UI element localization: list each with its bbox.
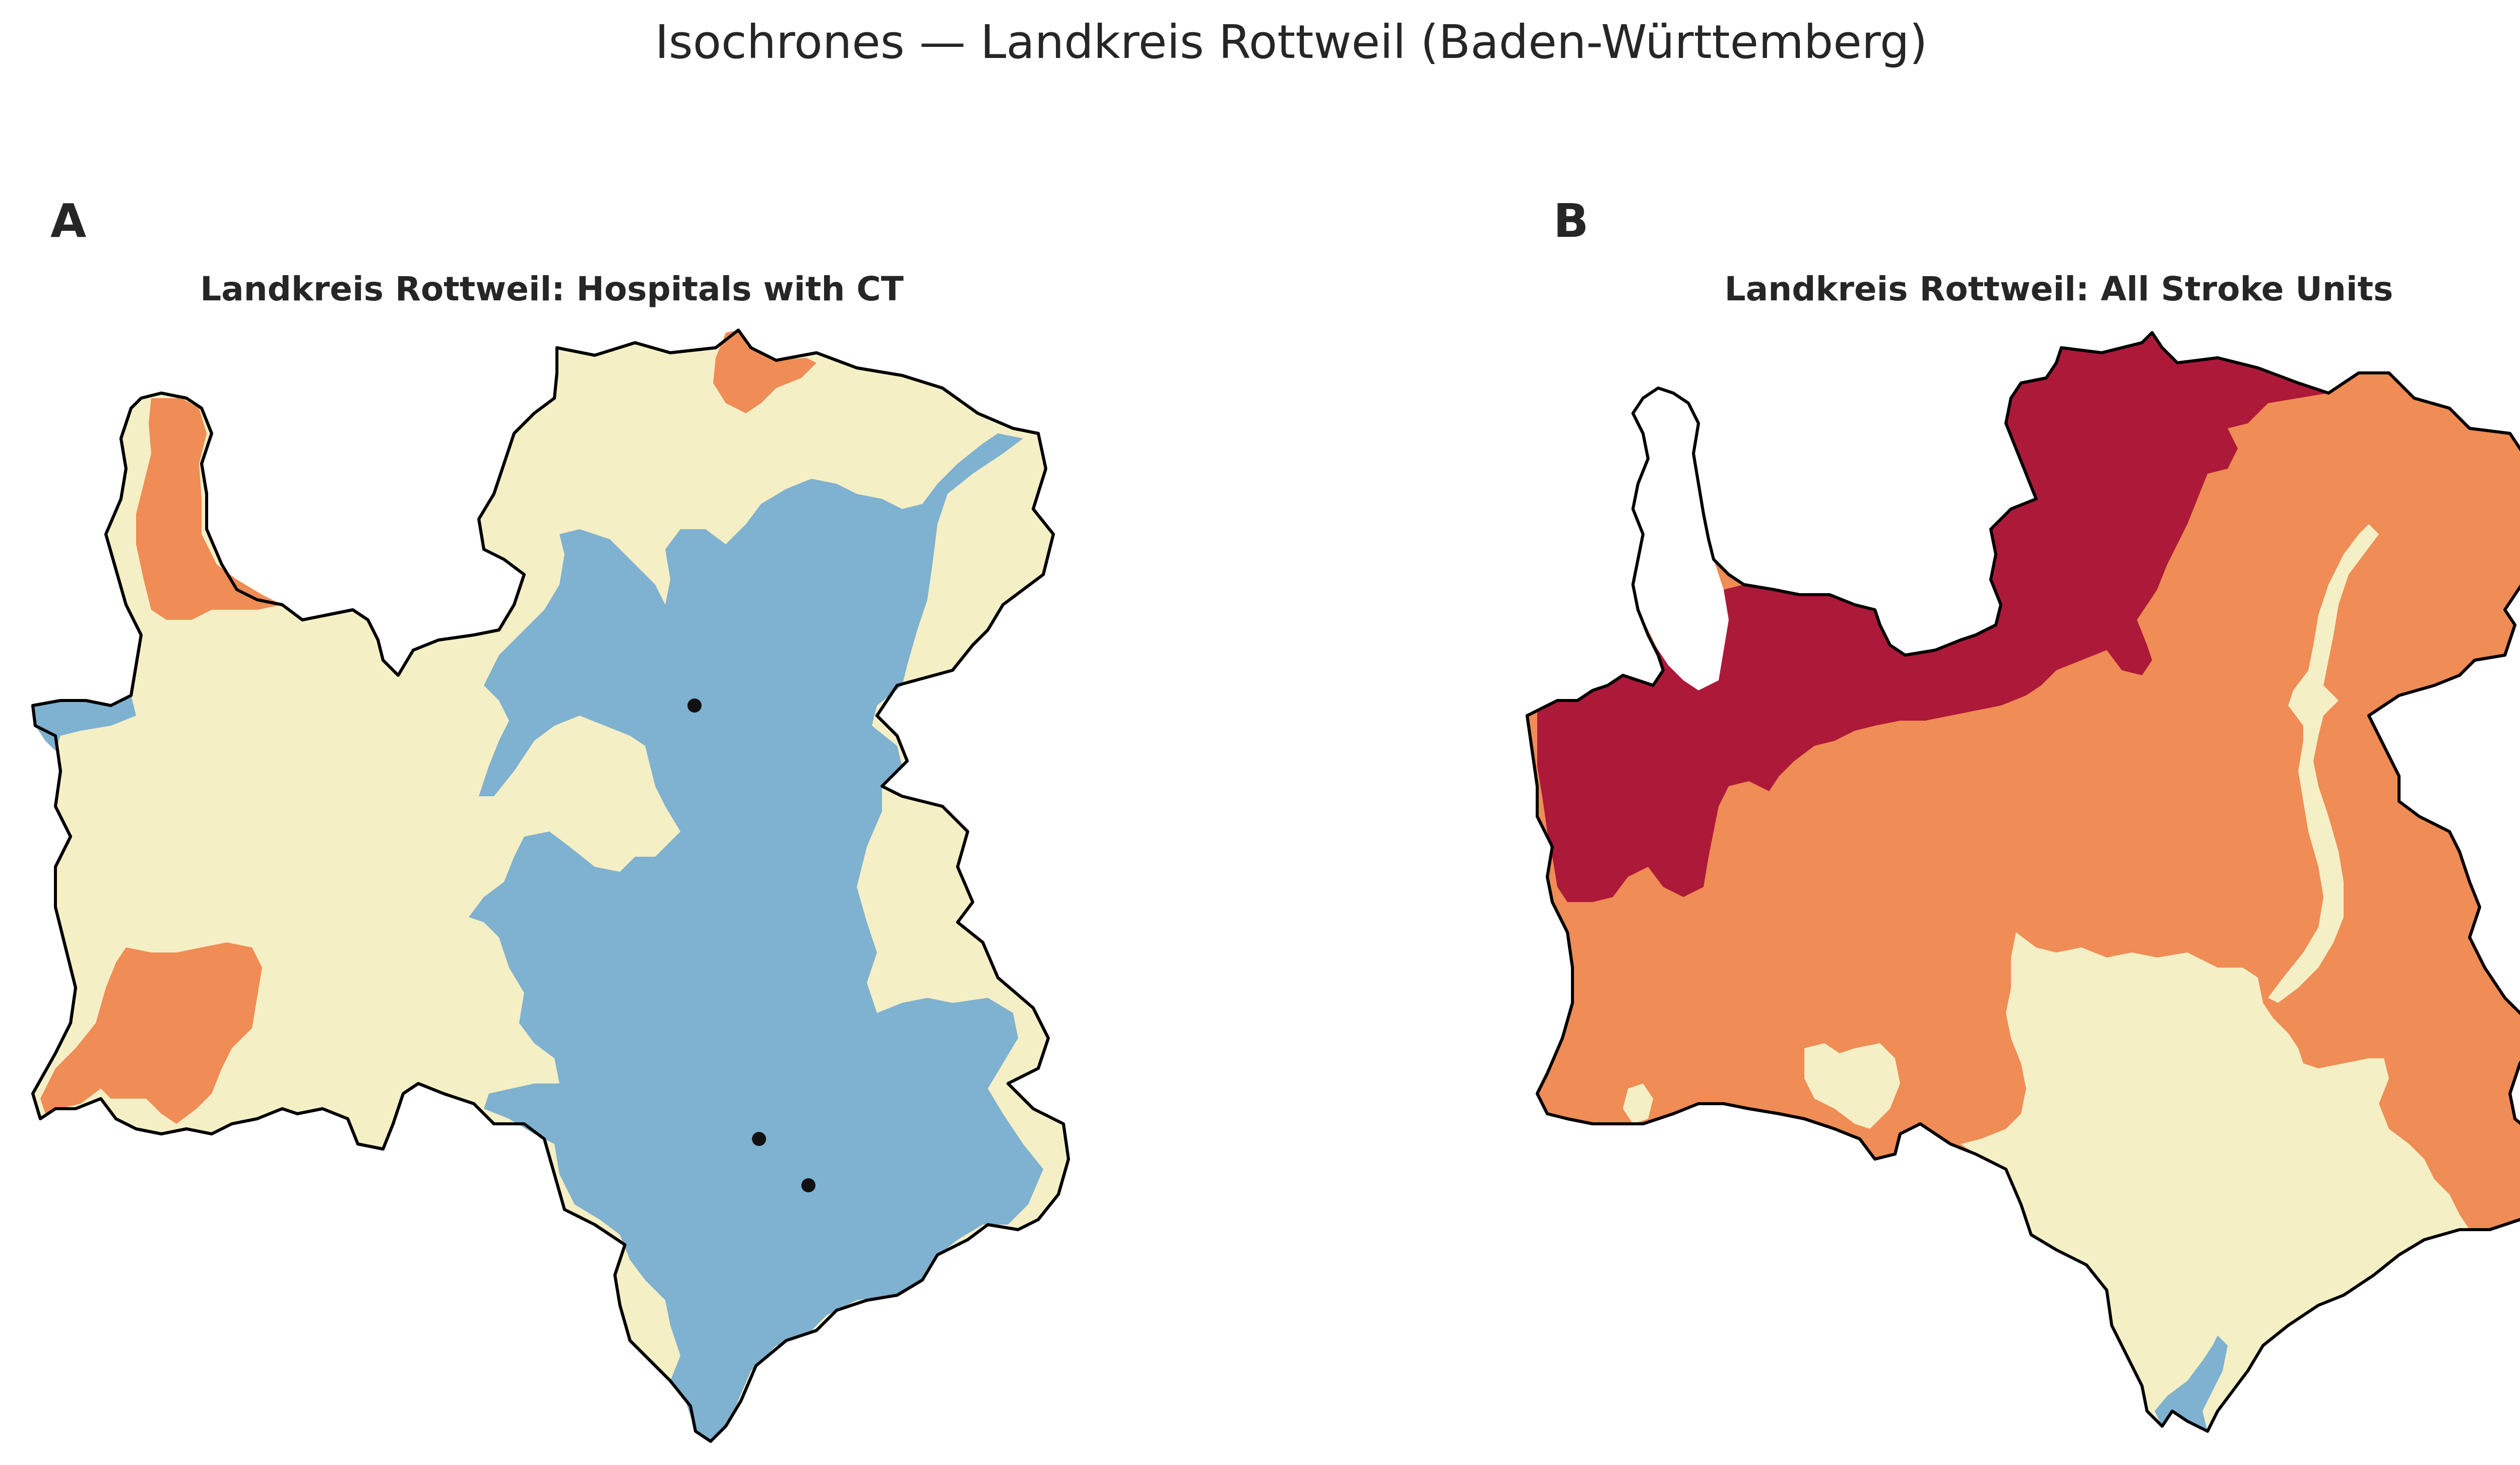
- panel-b-zone-cream-sw2: [1623, 1084, 1653, 1124]
- panel-a-zone-cream-inset: [590, 786, 655, 852]
- panel-b-zone-cream: [1961, 932, 2470, 1431]
- panel-a-zone-orange-n: [713, 330, 816, 413]
- figure-title: Isochrones — Landkreis Rottweil (Baden-W…: [655, 15, 1928, 69]
- panel-b-letter: B: [1553, 194, 1589, 248]
- panel-b-zone-cream-corridor: [2268, 524, 2379, 1003]
- panel-b-zone-cream-sw: [1804, 1043, 1900, 1129]
- panel-b-zone-blue: [2155, 1335, 2228, 1431]
- panel-b-zone-white: [1633, 388, 1734, 690]
- hospital-marker: [801, 1178, 815, 1192]
- panel-a-zone-blue-west: [34, 695, 136, 751]
- panel-a-zone-cream-east: [867, 806, 948, 988]
- hospital-marker: [752, 1132, 766, 1146]
- hospital-marker: [687, 698, 702, 713]
- panel-a-title: Landkreis Rottweil: Hospitals with CT: [200, 270, 904, 308]
- panel-a-zone-orange-nw: [136, 398, 282, 620]
- panel-b-zone-crimson: [1537, 333, 2328, 902]
- panel-b-title: Landkreis Rottweil: All Stroke Units: [1724, 270, 2393, 308]
- panel-a-letter: A: [50, 194, 87, 248]
- panel-a-district-border: [31, 329, 1070, 1443]
- panel-b-district-border: [1526, 331, 2520, 1433]
- panel-a-zone-orange-sw: [40, 942, 262, 1124]
